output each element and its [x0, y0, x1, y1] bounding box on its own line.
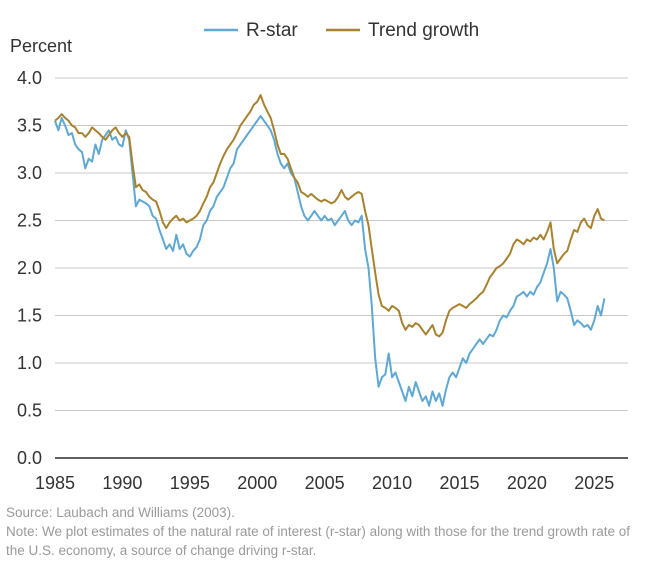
y-tick-label: 1.0: [17, 353, 42, 373]
x-tick-label: 2010: [372, 473, 412, 493]
source-text: Source: Laubach and Williams (2003).: [6, 505, 235, 520]
x-tick-labels: 1985 1990 1995 2000 2005 2010 2015 2020 2025: [35, 473, 614, 493]
series-line-trend-growth: [54, 94, 605, 338]
series-line-r-star: [54, 115, 606, 407]
y-tick-label: 0.0: [17, 448, 42, 468]
legend-label-trend-growth: Trend growth: [368, 20, 479, 41]
x-tick-label: 2000: [237, 473, 277, 493]
y-tick-label: 2.5: [17, 211, 42, 231]
x-tick-label: 2025: [574, 473, 614, 493]
legend: R-star Trend growth: [204, 20, 479, 41]
y-tick-label: 4.0: [17, 68, 42, 88]
gridlines: [55, 77, 628, 411]
y-tick-label: 1.5: [17, 306, 42, 326]
legend-label-r-star: R-star: [246, 20, 298, 41]
y-tick-label: 0.5: [17, 401, 42, 421]
series-lines: [54, 94, 606, 407]
x-tick-label: 1995: [170, 473, 210, 493]
x-tick-label: 2015: [439, 473, 479, 493]
x-tick-label: 1990: [102, 473, 142, 493]
y-tick-label: 3.0: [17, 163, 42, 183]
x-tick-label: 1985: [35, 473, 75, 493]
x-tick-label: 2005: [305, 473, 345, 493]
y-tick-label: 3.5: [17, 116, 42, 136]
chart: R-star Trend growth Percent 0.0 0.5 1.0 1.5…: [10, 20, 628, 493]
y-axis-label: Percent: [10, 36, 72, 56]
x-tick-label: 2020: [507, 473, 547, 493]
y-tick-labels: 0.0 0.5 1.0 1.5 2.0 2.5 3.0 3.5 4.0: [17, 68, 42, 468]
note-text: Note: We plot estimates of the natural r…: [6, 524, 631, 558]
y-tick-label: 2.0: [17, 258, 42, 278]
